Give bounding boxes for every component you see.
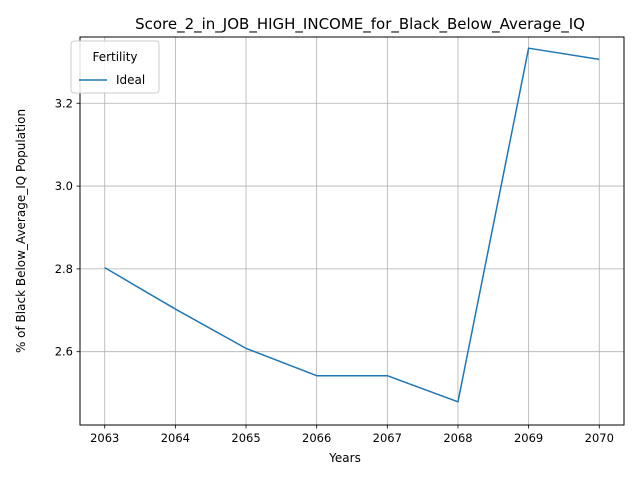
plot-frame xyxy=(79,36,625,426)
y-axis: 2.6 2.8 3.0 3.2 xyxy=(55,96,80,359)
y-axis-label: % of Black Below_Average_IQ Population xyxy=(14,109,28,353)
y-tick-label: 2.6 xyxy=(55,345,73,359)
x-axis: 2063 2064 2065 2066 2067 2068 2069 2070 xyxy=(90,425,614,445)
x-tick-label: 2069 xyxy=(514,431,543,445)
y-tick-label: 3.0 xyxy=(55,179,73,193)
x-tick-label: 2064 xyxy=(161,431,190,445)
y-tick-label: 3.2 xyxy=(55,96,73,110)
series-lines xyxy=(104,47,600,403)
legend-box xyxy=(70,40,160,94)
x-axis-label: Years xyxy=(328,451,361,465)
x-tick-label: 2063 xyxy=(90,431,119,445)
x-tick-label: 2068 xyxy=(443,431,472,445)
x-tick-label: 2070 xyxy=(585,431,614,445)
grid xyxy=(80,37,624,425)
legend-title: Fertility xyxy=(92,50,137,64)
series-line-ideal xyxy=(104,47,600,403)
x-tick-label: 2067 xyxy=(373,431,402,445)
legend-entry-label: Ideal xyxy=(116,73,145,87)
chart-title: Score_2_in_JOB_HIGH_INCOME_for_Black_Bel… xyxy=(135,15,585,34)
legend: Fertility Ideal xyxy=(70,40,160,94)
y-tick-label: 2.8 xyxy=(55,262,73,276)
plot-area xyxy=(79,36,625,426)
x-tick-label: 2066 xyxy=(302,431,331,445)
x-tick-label: 2065 xyxy=(231,431,260,445)
